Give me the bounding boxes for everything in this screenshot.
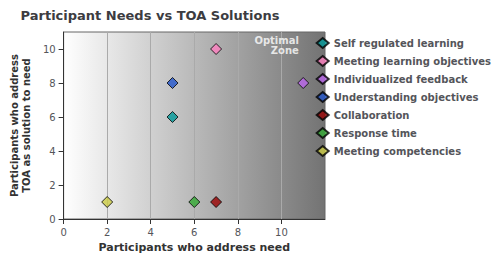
svg-text:10: 10 <box>43 44 56 55</box>
svg-text:8: 8 <box>49 78 55 89</box>
svg-text:Meeting competencies: Meeting competencies <box>334 146 461 157</box>
svg-text:2: 2 <box>49 180 55 191</box>
svg-text:Response time: Response time <box>334 128 417 139</box>
svg-text:Zone: Zone <box>271 45 299 56</box>
svg-text:4: 4 <box>49 146 55 157</box>
svg-text:Self regulated learning: Self regulated learning <box>334 38 464 49</box>
svg-text:Optimal: Optimal <box>254 34 299 46</box>
svg-text:Individualized feedback: Individualized feedback <box>334 74 468 85</box>
svg-text:10: 10 <box>275 227 288 238</box>
svg-text:Understanding objectives: Understanding objectives <box>334 92 479 103</box>
svg-text:6: 6 <box>49 112 55 123</box>
svg-text:Participants who address need: Participants who address need <box>98 241 290 254</box>
svg-text:2: 2 <box>104 227 110 238</box>
svg-text:Participant Needs vs TOA Solut: Participant Needs vs TOA Solutions <box>21 8 280 23</box>
svg-text:0: 0 <box>60 227 66 238</box>
svg-text:8: 8 <box>235 227 241 238</box>
svg-text:TOA as solution to need: TOA as solution to need <box>21 58 32 192</box>
svg-text:Participants who address: Participants who address <box>9 54 20 197</box>
svg-text:4: 4 <box>148 227 154 238</box>
svg-text:6: 6 <box>191 227 197 238</box>
svg-text:Meeting learning objectives: Meeting learning objectives <box>334 56 491 67</box>
svg-text:Collaboration: Collaboration <box>334 110 410 121</box>
svg-text:0: 0 <box>49 214 55 225</box>
